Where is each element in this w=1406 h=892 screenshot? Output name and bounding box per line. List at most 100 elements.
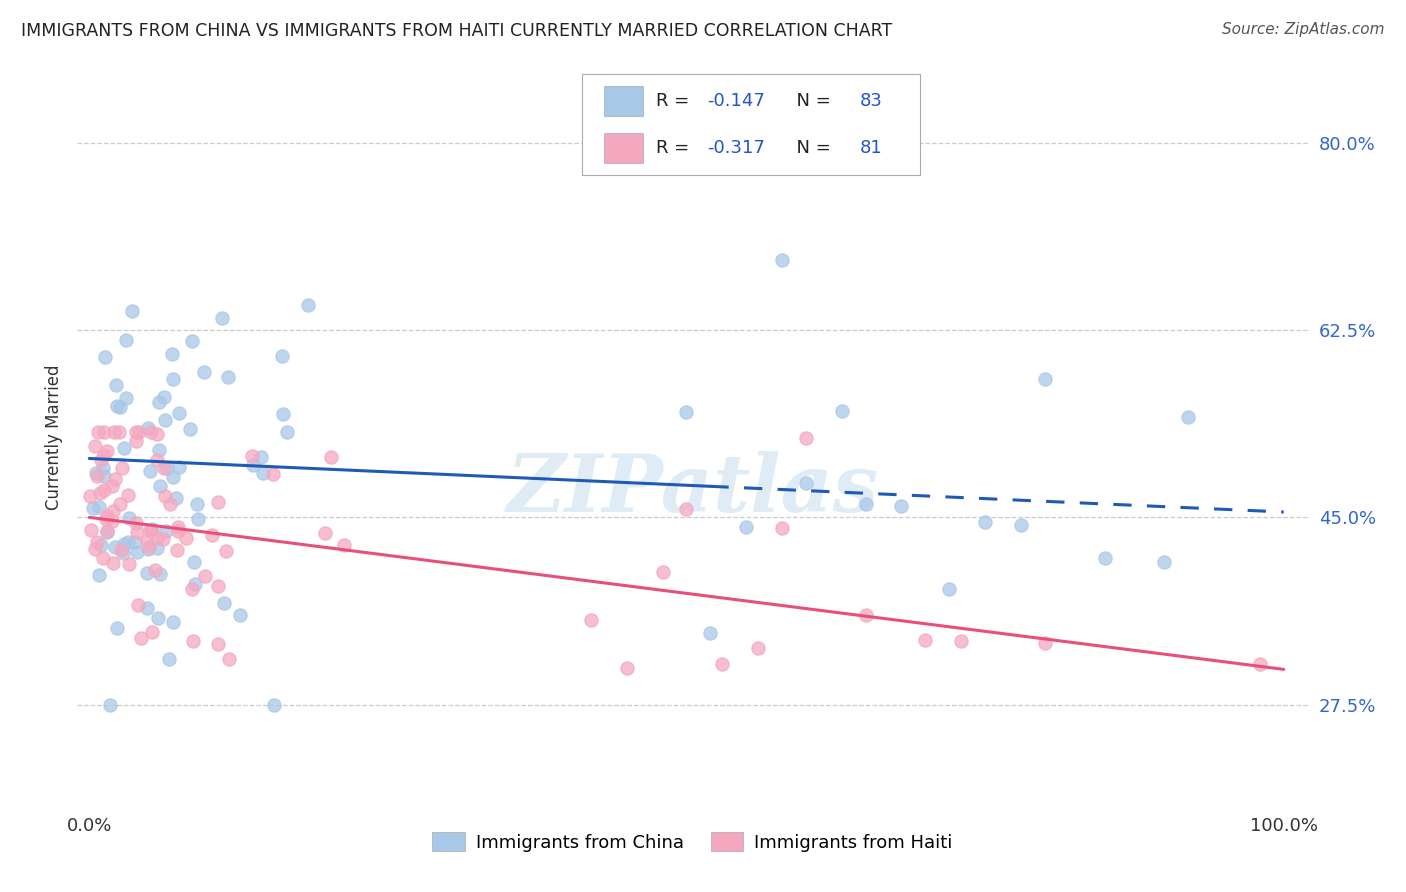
Point — [84, 439, 107, 453]
Text: R =: R = — [655, 92, 695, 110]
Point — [101, 514, 124, 528]
Point — [153, 460, 176, 475]
Text: -0.147: -0.147 — [707, 92, 765, 110]
Point — [103, 504, 125, 518]
Point — [1010, 517, 1032, 532]
Point — [149, 566, 172, 581]
Point — [96, 443, 118, 458]
Point — [141, 625, 163, 640]
Point — [79, 489, 101, 503]
Point — [218, 651, 240, 665]
Point — [1033, 372, 1056, 386]
Text: -0.317: -0.317 — [707, 138, 765, 157]
Point — [207, 637, 229, 651]
Point — [110, 497, 132, 511]
Point — [90, 538, 112, 552]
Point — [228, 607, 250, 622]
Point — [262, 467, 284, 481]
Point — [181, 334, 204, 348]
Point — [139, 425, 162, 439]
Point — [121, 303, 143, 318]
Point — [127, 598, 149, 612]
Point — [242, 449, 264, 463]
Point — [90, 453, 112, 467]
Point — [162, 347, 184, 361]
Point — [176, 531, 198, 545]
Point — [105, 400, 128, 414]
Point — [96, 524, 118, 539]
Point — [136, 541, 159, 556]
Point — [86, 469, 108, 483]
Point — [118, 511, 141, 525]
Point — [855, 497, 877, 511]
Point — [145, 427, 167, 442]
Point — [141, 523, 163, 537]
Point — [159, 497, 181, 511]
Point — [616, 661, 638, 675]
Point — [1033, 636, 1056, 650]
Point — [83, 542, 105, 557]
Point — [145, 541, 167, 555]
Point — [1249, 657, 1271, 672]
Point — [115, 391, 138, 405]
Point — [183, 634, 205, 648]
Point — [125, 425, 148, 439]
Point — [117, 535, 139, 549]
Point — [1153, 555, 1175, 569]
Point — [87, 500, 110, 514]
Point — [155, 489, 177, 503]
Point — [183, 555, 205, 569]
Point — [180, 582, 202, 596]
Point — [112, 537, 135, 551]
Point — [162, 372, 184, 386]
Point — [101, 479, 124, 493]
Point — [108, 400, 131, 414]
Point — [93, 483, 115, 497]
Point — [273, 407, 295, 421]
Point — [94, 512, 117, 526]
Point — [91, 550, 114, 565]
Point — [675, 502, 697, 516]
Point — [242, 458, 264, 472]
Point — [194, 568, 217, 582]
Point — [212, 596, 235, 610]
Point — [179, 422, 201, 436]
Text: R =: R = — [655, 138, 695, 157]
Point — [148, 442, 170, 457]
Point — [136, 534, 159, 549]
Point — [333, 538, 356, 552]
Point — [156, 461, 179, 475]
Point — [297, 298, 319, 312]
Point — [93, 469, 115, 483]
Point — [138, 464, 160, 478]
FancyBboxPatch shape — [605, 133, 644, 162]
Point — [96, 524, 118, 539]
Text: 81: 81 — [860, 138, 883, 157]
Point — [794, 431, 817, 445]
Point — [124, 535, 146, 549]
Point — [249, 450, 271, 464]
Point — [117, 488, 139, 502]
Legend: Immigrants from China, Immigrants from Haiti: Immigrants from China, Immigrants from H… — [425, 825, 960, 859]
Point — [276, 425, 298, 440]
Point — [112, 546, 135, 560]
Point — [770, 521, 793, 535]
FancyBboxPatch shape — [605, 86, 644, 116]
Point — [770, 253, 793, 268]
Point — [162, 615, 184, 630]
Text: ZIPatlas: ZIPatlas — [506, 450, 879, 528]
Point — [82, 501, 104, 516]
Point — [138, 540, 160, 554]
Point — [166, 520, 188, 534]
Point — [146, 531, 169, 545]
Point — [103, 425, 125, 439]
Point — [579, 613, 602, 627]
Point — [211, 310, 233, 325]
Point — [184, 577, 207, 591]
Point — [104, 472, 127, 486]
Point — [80, 523, 103, 537]
Point — [118, 557, 141, 571]
Point — [136, 421, 159, 435]
Point — [157, 651, 180, 665]
Point — [143, 563, 166, 577]
